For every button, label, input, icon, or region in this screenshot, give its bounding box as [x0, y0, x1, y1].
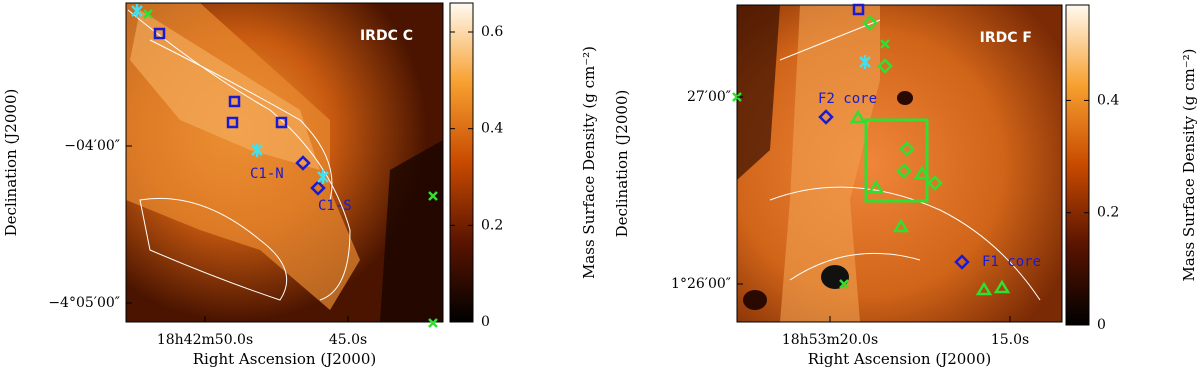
colorbar [449, 2, 474, 323]
annotation: C1-N [250, 166, 284, 182]
map-image [736, 4, 1063, 323]
colorbar-tick-label: 0 [481, 314, 490, 330]
colorbar-tick-label: 0.2 [481, 217, 503, 233]
colorbar-tick-label: 0 [1097, 317, 1106, 333]
panel-title: IRDC F [980, 30, 1032, 46]
x-axis-label: Right Ascension (J2000) [193, 350, 376, 368]
annotation: F2 core [818, 91, 877, 107]
x-axis-label: Right Ascension (J2000) [808, 350, 991, 368]
y-axis-label: Declination (J2000) [613, 90, 631, 238]
x-tick-label: 18h53m20.0s [782, 332, 878, 348]
colorbar-tick-label: 0.4 [1097, 92, 1119, 108]
annotation: F1 core [982, 254, 1041, 270]
colorbar [1065, 4, 1090, 326]
colorbar-label: Mass Surface Density (g cm⁻²) [580, 46, 598, 279]
x-tick-label: 45.0s [329, 332, 367, 348]
colorbar-tick-label: 0.6 [481, 24, 503, 40]
x-tick-label: 18h42m50.0s [157, 332, 253, 348]
x-tick-label: 15.0s [991, 332, 1029, 348]
colorbar-tick-label: 0.2 [1097, 205, 1119, 221]
y-tick-label: 1°26′00″ [671, 276, 731, 292]
y-tick-label: −04′00″ [64, 138, 120, 154]
y-tick-label: −4°05′00″ [48, 295, 120, 311]
colorbar-tick-label: 0.4 [481, 121, 503, 137]
colorbar-label: Mass Surface Density (g cm⁻²) [1180, 48, 1198, 281]
panel-title: IRDC C [360, 28, 413, 44]
markers [131, 4, 438, 328]
y-tick-label: 27′00″ [687, 89, 731, 105]
annotation: C1-S [318, 198, 352, 214]
markers [732, 3, 1011, 296]
y-axis-label: Declination (J2000) [2, 89, 20, 237]
map-image [125, 2, 444, 323]
